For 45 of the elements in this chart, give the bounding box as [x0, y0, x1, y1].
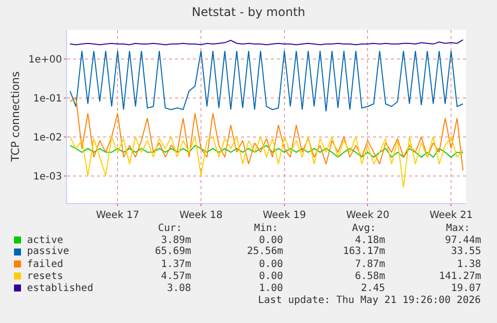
x-tick-label: Week 20	[346, 210, 390, 221]
x-tick-label: Week 21	[429, 210, 473, 221]
legend-label: passive	[27, 246, 70, 257]
line-series	[69, 50, 464, 112]
text: Max:	[446, 223, 470, 234]
chart-title: Netstat - by month	[192, 5, 306, 20]
line-series	[69, 144, 464, 158]
y-tick-label: 1e-01	[33, 93, 62, 104]
y-tick-label: 1e+00	[28, 54, 62, 66]
legend-label: failed	[27, 259, 64, 270]
text: 4.18m	[355, 235, 386, 246]
y-axis-title: TCP connections	[9, 71, 22, 163]
text: 3.89m	[161, 235, 192, 246]
line-series	[69, 136, 464, 188]
text: 1.00	[259, 283, 284, 294]
text: 1.38	[457, 259, 482, 270]
line-series	[69, 97, 464, 171]
text: Avg:	[352, 223, 376, 234]
legend-label: resets	[27, 271, 64, 282]
text: 6.58m	[355, 271, 386, 282]
text: 19.07	[451, 283, 482, 294]
text: 1.37m	[161, 259, 192, 270]
legend-label: active	[27, 235, 64, 246]
text: 3.08	[167, 283, 192, 294]
text: 2.45	[361, 283, 386, 294]
text: 7.87m	[355, 259, 386, 270]
text: 141.27m	[439, 271, 482, 282]
text: 33.55	[451, 246, 482, 257]
text: 0.00	[259, 271, 284, 282]
text: 25.56m	[247, 246, 284, 257]
text: 163.17m	[343, 246, 386, 257]
text: 97.44m	[445, 235, 482, 246]
x-tick-label: Week 17	[96, 210, 140, 221]
x-tick-label: Week 18	[179, 210, 223, 221]
x-tick-label: Week 19	[262, 210, 306, 221]
text: Last update: Thu May 21 19:26:00 2026	[258, 295, 481, 306]
legend-label: established	[27, 283, 94, 294]
text: Cur:	[158, 223, 182, 234]
text: 4.57m	[161, 271, 192, 282]
text: 0.00	[259, 235, 284, 246]
y-tick-label: 1e-02	[33, 132, 62, 144]
text: 0.00	[259, 259, 284, 270]
y-tick-label: 1e-03	[33, 171, 62, 182]
text: Min:	[254, 223, 278, 234]
text: 65.69m	[155, 246, 192, 257]
